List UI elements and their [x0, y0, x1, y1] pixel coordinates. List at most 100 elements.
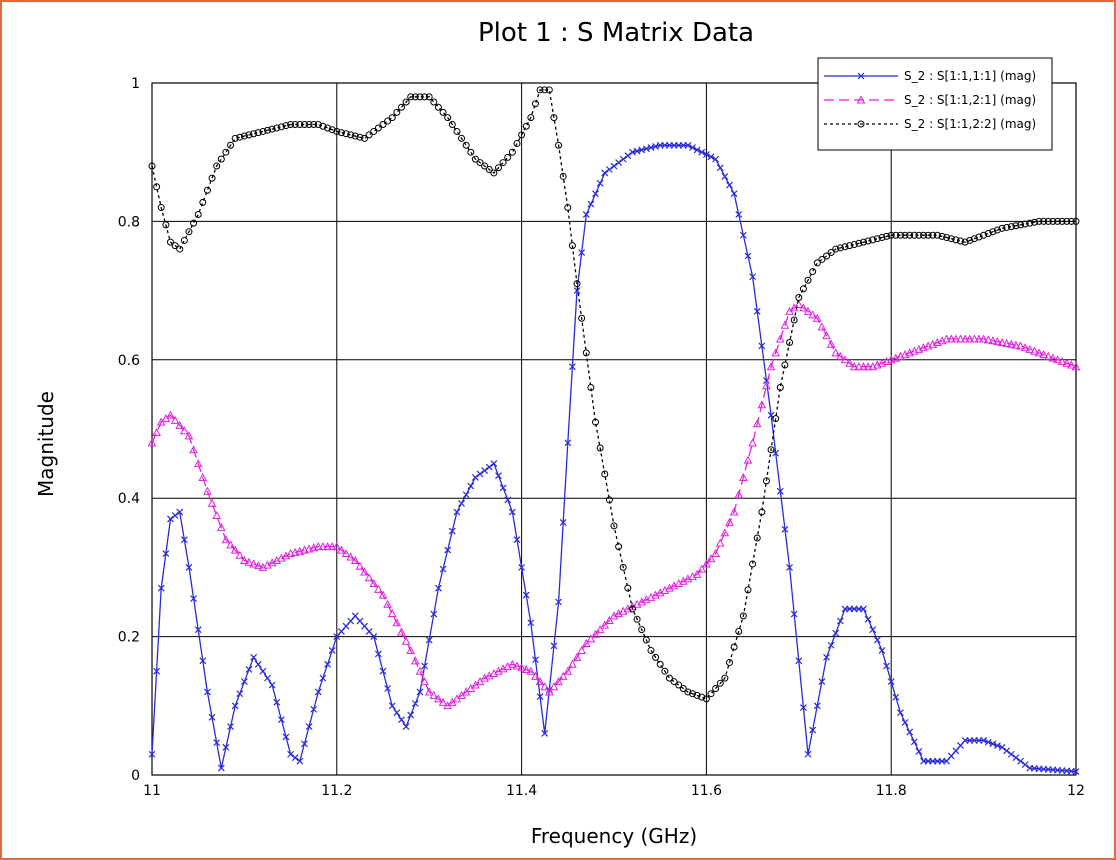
series-3-marker [984, 230, 992, 238]
series-3-marker [1021, 220, 1029, 228]
series-3-marker [194, 210, 202, 218]
series-1-marker [869, 626, 877, 634]
series-3-marker [259, 127, 267, 135]
series-2-marker [983, 335, 993, 344]
series-2-marker [244, 557, 254, 566]
series-3-marker [679, 685, 687, 692]
series-1-marker [324, 660, 331, 668]
series-2-marker [734, 490, 744, 499]
series-2-marker [415, 666, 425, 675]
series-3-marker [176, 245, 184, 253]
series-1-marker [587, 200, 595, 208]
series-1-marker [407, 711, 415, 719]
series-1-marker [707, 153, 715, 161]
series-2-marker [997, 337, 1007, 346]
legend-label-3: S_2 : S[1:1,2:2] (mag) [904, 117, 1036, 131]
series-2-marker [193, 459, 203, 468]
series-2-marker [323, 542, 332, 551]
series-3-marker [850, 240, 858, 248]
series-1-marker [227, 723, 234, 730]
series-2-marker [230, 545, 240, 554]
series-3-marker [901, 231, 909, 239]
series-1-marker [282, 733, 290, 741]
y-tick-label: 0.2 [118, 630, 140, 646]
series-1-marker [610, 162, 618, 170]
series-1-marker [435, 584, 442, 592]
series-3-marker [1026, 219, 1034, 227]
series-3-marker [568, 242, 576, 250]
series-3-marker [1035, 217, 1043, 225]
series-1-marker [906, 728, 914, 736]
series-2-marker [1039, 350, 1048, 359]
series-3-marker [832, 245, 840, 253]
series-3-marker [337, 129, 345, 137]
series-1-marker [536, 693, 544, 700]
series-1-marker [883, 662, 891, 670]
series-2-marker [762, 381, 771, 390]
series-1-marker [615, 159, 623, 167]
series-1-marker [568, 363, 576, 371]
series-3-marker [739, 612, 747, 620]
series-3-marker [240, 132, 248, 140]
series-2-marker [942, 334, 951, 343]
series-3-marker [458, 134, 466, 142]
series-1-marker [532, 656, 539, 664]
series-2-marker [175, 420, 185, 430]
series-3-marker [273, 124, 281, 132]
series-2-marker [424, 687, 434, 696]
series-3-marker [328, 126, 336, 134]
series-2-marker [771, 348, 781, 357]
series-1-marker [1003, 747, 1011, 755]
series-3-marker [638, 626, 646, 634]
series-2-marker [974, 334, 984, 343]
series-2-marker [1011, 340, 1021, 349]
legend-marker-3 [857, 120, 865, 128]
series-1-marker [790, 610, 798, 618]
series-3-marker [726, 659, 733, 667]
series-1-marker [892, 693, 900, 701]
series-3-marker [1017, 221, 1025, 229]
series-3-marker [555, 141, 563, 149]
series-2-marker [965, 334, 975, 343]
series-3-marker [809, 268, 817, 276]
series-2-marker [1053, 355, 1062, 364]
series-1-marker [994, 742, 1001, 750]
series-1-marker [1021, 761, 1029, 769]
series-3-marker [425, 93, 433, 101]
series-2-marker [341, 549, 351, 558]
series-3-marker [467, 148, 475, 156]
series-2-marker [531, 671, 540, 680]
series-2-marker [951, 334, 961, 343]
series-3-marker [305, 121, 313, 129]
series-1-marker [998, 743, 1006, 751]
series-2-marker [387, 608, 397, 618]
series-3-marker [476, 159, 484, 167]
series-2-marker [725, 517, 734, 526]
series-2-marker [577, 645, 586, 654]
series-2-marker [979, 334, 988, 343]
series-3-marker [157, 204, 165, 212]
series-1-marker [984, 738, 992, 746]
series-2-marker [544, 687, 554, 696]
series-2-marker [216, 523, 226, 532]
series-3-marker [698, 693, 706, 701]
series-1-marker [370, 633, 378, 641]
series-2-marker [1057, 356, 1067, 366]
series-3-marker [689, 690, 697, 698]
series-3-marker [938, 232, 946, 240]
series-1-marker [832, 629, 840, 637]
series-3-marker [818, 255, 826, 263]
series-2-marker [692, 569, 702, 578]
series-3-marker [633, 615, 641, 623]
series-3-marker [365, 131, 373, 139]
series-2-marker [438, 697, 448, 706]
series-1-marker [786, 563, 793, 571]
series-1-marker [319, 674, 327, 682]
series-2-marker [600, 620, 610, 629]
series-3-marker [892, 231, 900, 239]
series-3-marker [1012, 222, 1020, 230]
series-3-marker [628, 605, 636, 613]
series-2-marker [508, 659, 517, 668]
series-2-marker [360, 567, 369, 576]
series-2-marker [729, 507, 739, 516]
